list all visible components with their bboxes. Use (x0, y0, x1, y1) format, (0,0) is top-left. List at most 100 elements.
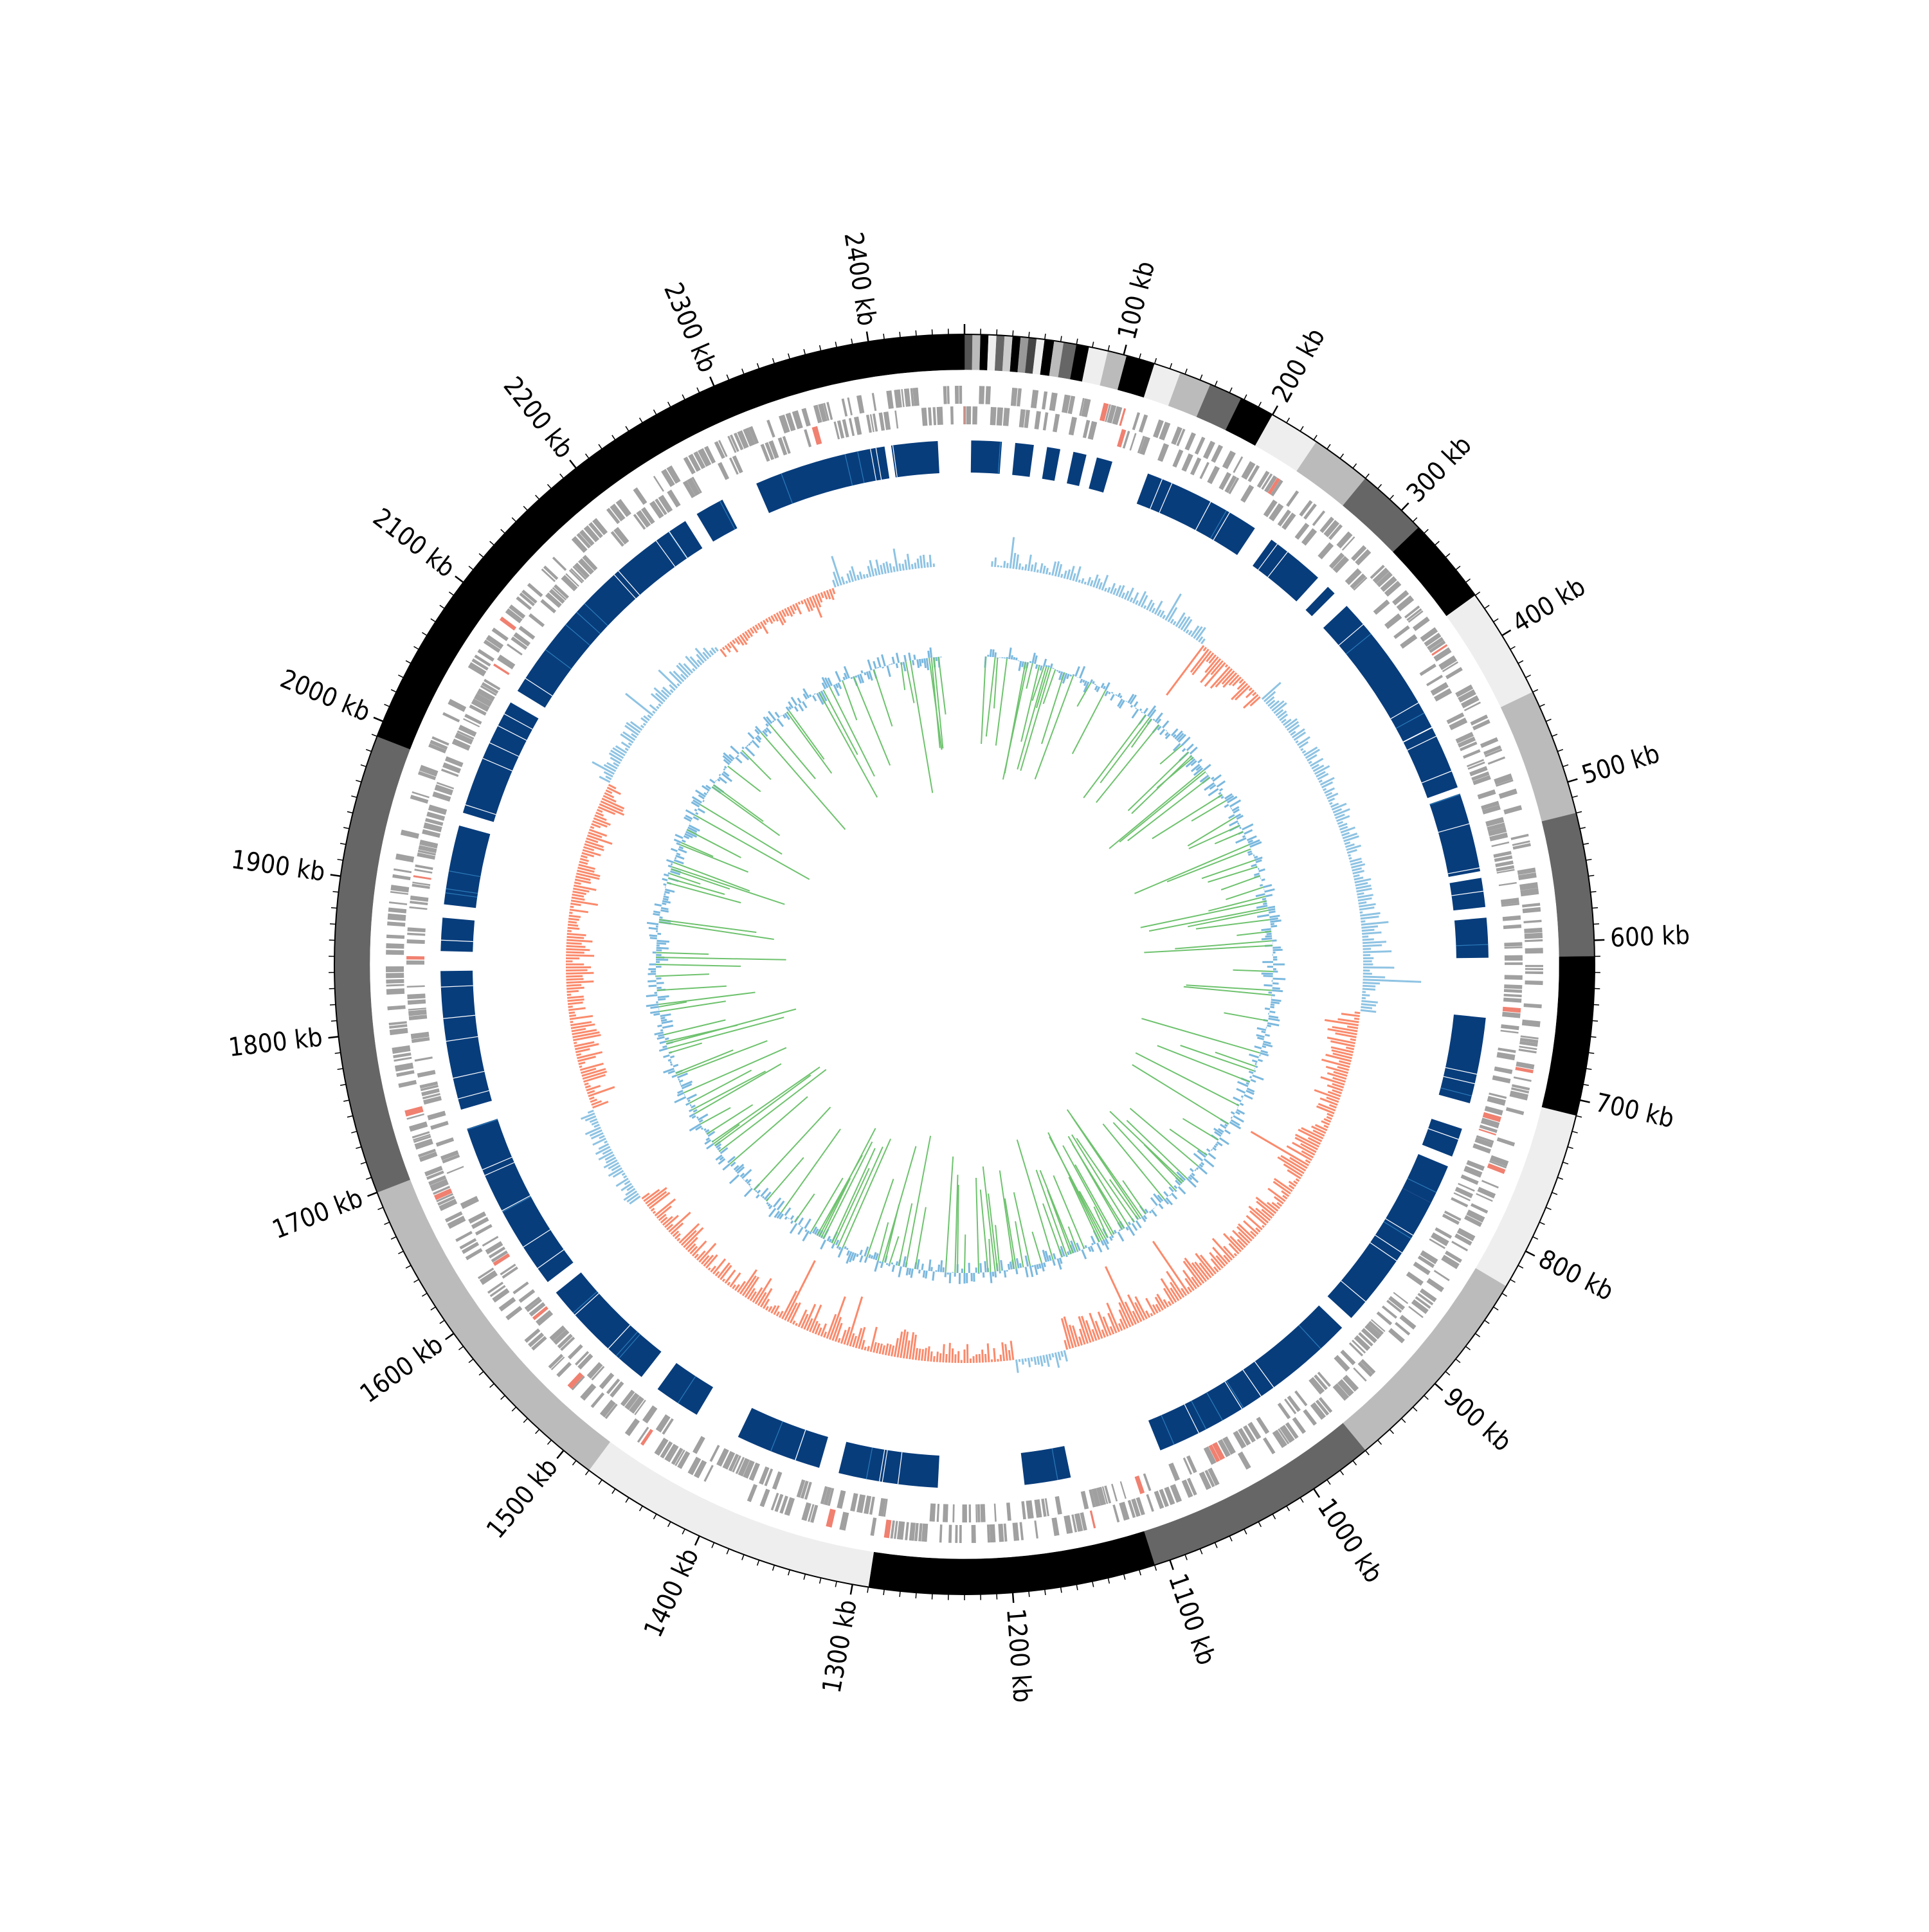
gc-skew-bar (745, 1188, 752, 1196)
gc-skew-bar (775, 712, 779, 718)
gene-feature (1081, 1491, 1089, 1510)
gene-feature (1406, 1272, 1424, 1286)
gc-skew-bar (1268, 907, 1275, 908)
gc-content-bar (1153, 1241, 1189, 1294)
gc-content-bar (1291, 732, 1296, 735)
blast-hit-block (1021, 1446, 1071, 1485)
gene-feature (959, 1525, 962, 1543)
gc-content-bar (995, 557, 996, 567)
gc-content-bar (1151, 1314, 1152, 1316)
gene-feature (455, 1231, 473, 1242)
gc-skew-bar (1271, 924, 1274, 925)
minor-tick (440, 1321, 444, 1324)
gc-skew-bar (1173, 735, 1176, 737)
gc-content-bar (979, 1354, 980, 1363)
gc-skew-bar (1244, 1095, 1253, 1099)
minor-tick (1494, 618, 1499, 622)
gene-feature (1426, 675, 1443, 687)
minor-tick (372, 734, 377, 736)
tick-label: 1500 kb (481, 1452, 564, 1544)
gc-skew-bar (655, 905, 662, 906)
minor-tick (1456, 1359, 1460, 1363)
gc-skew-spike (819, 692, 877, 798)
gene-feature (850, 1493, 858, 1512)
gc-skew-bar (748, 733, 754, 739)
gc-skew-bar (665, 892, 670, 893)
gc-skew-bar (1037, 1265, 1038, 1269)
gene-feature (386, 950, 404, 955)
gc-skew-bar (662, 879, 667, 880)
blast-hit-block (838, 1442, 939, 1488)
gene-feature (1139, 415, 1148, 433)
gc-skew-bar (1214, 1146, 1216, 1147)
gc-content-bar (1253, 692, 1256, 696)
gene-feature (872, 393, 877, 411)
gene-feature (1195, 437, 1206, 455)
gc-skew-bar (657, 941, 669, 942)
gene-feature (1042, 392, 1047, 410)
gc-skew-bar (1020, 1263, 1021, 1268)
gc-skew-bar (646, 995, 658, 997)
minor-tick (1092, 342, 1094, 348)
gc-content-bar (720, 649, 726, 657)
minor-tick (523, 506, 527, 510)
gc-content-bar (1354, 878, 1363, 880)
gene-feature (387, 921, 405, 926)
tick-label: 2400 kb (838, 230, 882, 328)
gc-content-bar (919, 1349, 920, 1360)
gc-skew-bar (662, 1046, 667, 1047)
gc-skew-bar (845, 1247, 846, 1249)
gc-content-bar (1281, 719, 1286, 723)
gc-content-bar (566, 949, 590, 950)
gc-skew-bar (1271, 1000, 1281, 1001)
gene-feature (904, 388, 910, 407)
gc-content-bar (1191, 1277, 1199, 1286)
gc-skew-bar (691, 1105, 696, 1107)
gene-feature (580, 1384, 596, 1401)
gc-content-bar (1324, 1126, 1328, 1128)
gene-feature (990, 407, 997, 425)
gene-feature (556, 1362, 572, 1377)
minor-tick (1076, 1584, 1078, 1590)
gc-skew-bar (736, 757, 742, 763)
gc-content-bar (1088, 577, 1091, 586)
gc-content-bar (629, 743, 632, 745)
gc-content-bar (889, 1344, 891, 1356)
gc-skew-bar (1154, 719, 1155, 721)
gene-feature (1168, 1463, 1180, 1481)
gene-feature (448, 699, 466, 712)
gene-feature (395, 1063, 413, 1072)
gc-skew-bar (1225, 1124, 1227, 1126)
gc-content-bar (695, 1254, 698, 1258)
gc-content-bar (1022, 566, 1023, 570)
gc-skew-bar (707, 1144, 714, 1149)
gene-feature (839, 1512, 849, 1530)
gc-content-bar (728, 1282, 730, 1285)
gc-skew-bar (678, 849, 687, 853)
gc-content-bar (570, 910, 588, 912)
gene-feature (1011, 388, 1018, 406)
gc-content-bar (915, 563, 916, 569)
gc-skew-bar (918, 1259, 919, 1270)
gc-skew-bar (1044, 1263, 1046, 1267)
gc-skew-spike (1128, 777, 1210, 841)
gc-content-bar (874, 1342, 876, 1353)
gc-skew-bar (1253, 1076, 1263, 1080)
gene-feature (389, 901, 407, 905)
blast-hit-block (1067, 452, 1087, 486)
blast-hit-block (467, 1119, 573, 1282)
minor-tick (377, 1207, 383, 1209)
gc-skew-spike (669, 1043, 702, 1052)
gc-content-bar (1168, 1301, 1171, 1305)
gc-skew-bar (876, 1254, 878, 1260)
gene-feature (1504, 989, 1522, 993)
gc-skew-bar (913, 660, 914, 665)
gc-content-bar (1303, 751, 1306, 753)
gene-feature (894, 390, 902, 408)
gc-skew-bar (1073, 674, 1074, 676)
gc-content-bar (1122, 593, 1125, 599)
gc-skew-bar (1216, 1144, 1218, 1145)
gc-content-bar (824, 591, 828, 599)
minor-tick (586, 454, 589, 458)
gene-feature (1523, 907, 1541, 913)
